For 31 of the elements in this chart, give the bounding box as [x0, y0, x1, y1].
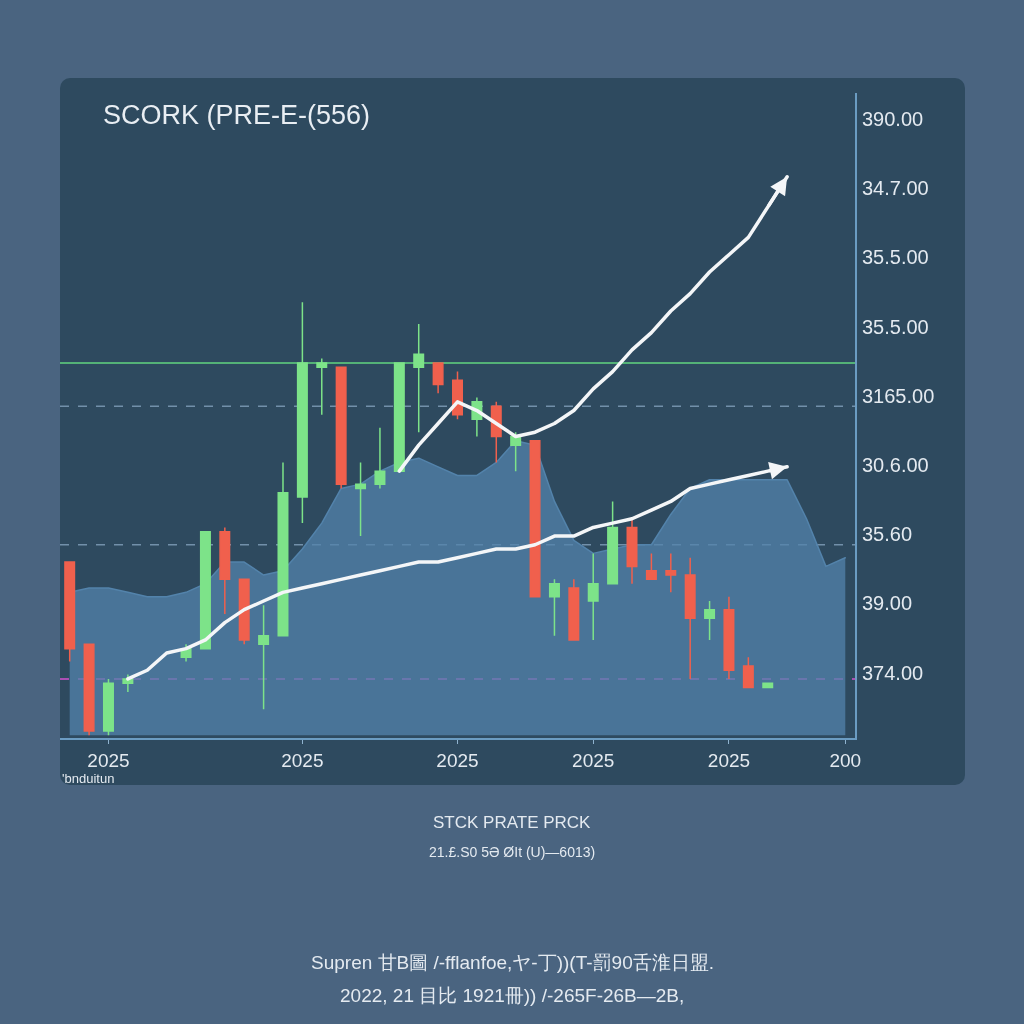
candlestick: [413, 323, 425, 433]
text: 21.£.S0 5Ə ØIt (U)—6013): [429, 844, 596, 860]
candlestick: [83, 643, 95, 736]
text: 39.00: [862, 592, 913, 614]
x-tick-label: 200: [829, 749, 862, 771]
text: Supren 甘B圖 /-fflanfoe,ヤ-丁))(T-罰90舌淮日盟.: [311, 952, 714, 973]
candlestick: [335, 366, 347, 490]
text: 35.5.00: [862, 316, 929, 338]
text: 3165.00: [862, 385, 935, 407]
x-tick-label: 2025: [707, 749, 751, 771]
candlestick: [122, 673, 134, 693]
text: 2022, 21 目比 1921冊)) /-265F-26B—2B,: [340, 985, 685, 1006]
text: 390.00: [862, 108, 924, 130]
text: 374.00: [862, 662, 924, 684]
candlestick: [393, 362, 405, 472]
text: 35.60: [862, 523, 913, 545]
candlestick: [316, 357, 328, 416]
text: 30.6.00: [862, 454, 929, 476]
text: 35.5.00: [862, 246, 929, 268]
candlestick: [432, 362, 444, 394]
x-tick-label: 2025: [87, 749, 130, 771]
x-tick-label: 2025: [436, 749, 479, 771]
text: 34.7.00: [862, 177, 929, 199]
text: STCK PRATE PRCK: [433, 813, 592, 832]
x-tick-label: 2025: [572, 749, 615, 771]
candlestick: [64, 561, 76, 663]
text: 'bnduitun: [62, 771, 115, 786]
chart-title: SCORK (PRE-E-(556): [103, 100, 371, 131]
candlestick: [102, 678, 114, 736]
x-tick-label: 2025: [281, 749, 324, 771]
candlestick: [296, 301, 308, 524]
